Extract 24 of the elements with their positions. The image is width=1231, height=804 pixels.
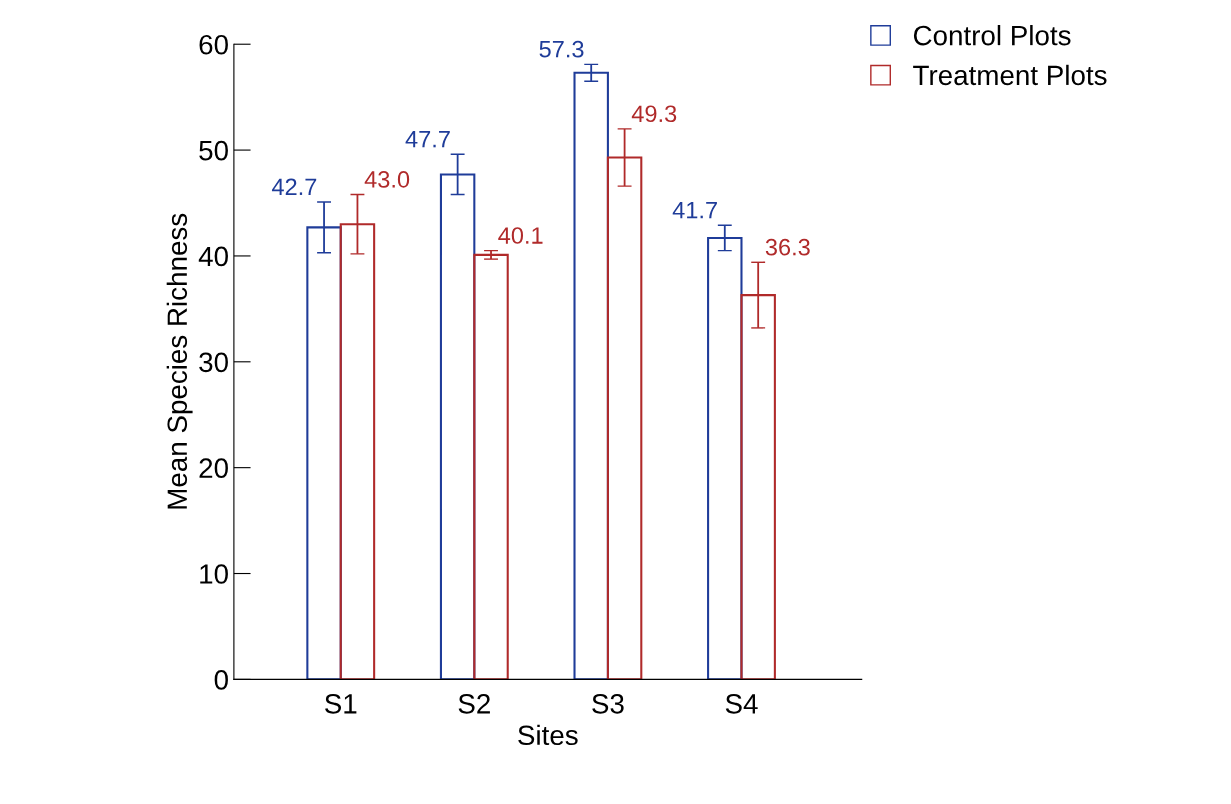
legend-label: Treatment Plots [913, 64, 1107, 86]
data-label: 40.1 [498, 227, 543, 244]
x-tick-label: S3 [592, 694, 624, 714]
data-label: 43.0 [364, 171, 410, 188]
x-tick-label: S4 [725, 694, 758, 714]
bar [473, 253, 509, 680]
y-tick-label: 60 [199, 34, 228, 55]
y-axis-title: Mean Species Richness [166, 213, 193, 509]
x-tick-label: S2 [458, 694, 490, 714]
legend-label: Control Plots [913, 25, 1071, 46]
y-tick-label: 0 [214, 670, 228, 690]
data-label: 57.3 [539, 40, 584, 58]
data-label: 41.7 [672, 201, 717, 219]
y-tick-label: 10 [200, 564, 228, 584]
data-label: 47.7 [405, 131, 450, 148]
data-label: 42.7 [271, 178, 317, 195]
x-tick-label: S1 [325, 694, 357, 714]
y-tick-label: 40 [198, 246, 228, 267]
x-axis-title: Sites [518, 724, 578, 746]
y-tick-label: 20 [199, 458, 228, 478]
data-label: 49.3 [631, 105, 677, 123]
data-label: 36.3 [765, 238, 810, 256]
y-tick-label: 30 [199, 352, 228, 373]
y-tick-label: 50 [199, 140, 228, 161]
